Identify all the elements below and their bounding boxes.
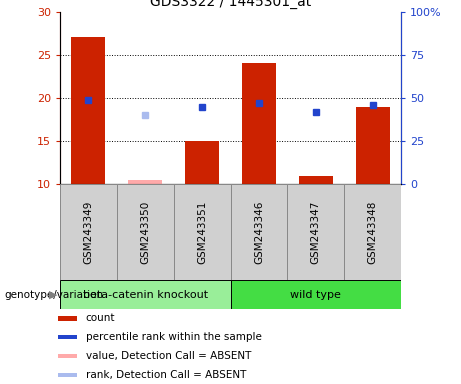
Text: GSM243350: GSM243350 bbox=[140, 201, 150, 264]
Bar bbox=[230, 184, 287, 280]
Bar bbox=[71, 38, 106, 184]
Text: GSM243347: GSM243347 bbox=[311, 200, 321, 264]
Text: genotype/variation: genotype/variation bbox=[5, 290, 104, 300]
Bar bbox=[174, 184, 230, 280]
Text: wild type: wild type bbox=[290, 290, 341, 300]
Bar bbox=[60, 184, 117, 280]
Bar bbox=[60, 280, 230, 309]
Text: value, Detection Call = ABSENT: value, Detection Call = ABSENT bbox=[86, 351, 251, 361]
Text: GSM243351: GSM243351 bbox=[197, 200, 207, 264]
Text: rank, Detection Call = ABSENT: rank, Detection Call = ABSENT bbox=[86, 370, 246, 380]
Text: beta-catenin knockout: beta-catenin knockout bbox=[83, 290, 208, 300]
Text: ▶: ▶ bbox=[49, 290, 57, 300]
Text: GSM243349: GSM243349 bbox=[83, 200, 94, 264]
Text: count: count bbox=[86, 313, 115, 323]
Text: GSM243346: GSM243346 bbox=[254, 200, 264, 264]
Bar bbox=[58, 316, 77, 321]
Bar bbox=[58, 372, 77, 377]
Bar bbox=[128, 180, 162, 184]
Text: percentile rank within the sample: percentile rank within the sample bbox=[86, 332, 262, 342]
Bar bbox=[185, 141, 219, 184]
Title: GDS3322 / 1445301_at: GDS3322 / 1445301_at bbox=[150, 0, 311, 9]
Bar bbox=[58, 354, 77, 358]
Bar bbox=[242, 63, 276, 184]
Bar bbox=[355, 107, 390, 184]
Bar bbox=[58, 335, 77, 339]
Bar bbox=[117, 184, 174, 280]
Bar bbox=[287, 184, 344, 280]
Text: GSM243348: GSM243348 bbox=[367, 200, 378, 264]
Bar bbox=[299, 176, 333, 184]
Bar bbox=[230, 280, 401, 309]
Bar bbox=[344, 184, 401, 280]
